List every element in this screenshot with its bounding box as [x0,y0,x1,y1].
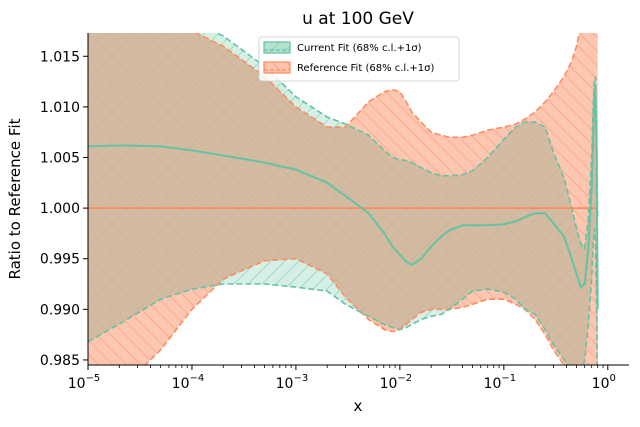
current-central-line [88,86,599,310]
y-axis-label: Ratio to Reference Fit [6,118,24,279]
chart-title: u at 100 GeV [302,9,414,29]
legend: Current Fit (68% c.l.+1σ) Reference Fit … [258,36,460,82]
legend-item-current: Current Fit (68% c.l.+1σ) [263,41,422,54]
reference-upper-line [194,33,581,139]
current-upper-line [215,33,599,251]
x-tick-label: 10−4 [172,373,205,392]
y-axis-ticks: 0.985 0.990 0.995 1.000 1.005 1.010 1.015 [40,49,88,369]
y-tick-label: 1.015 [40,49,80,65]
plot-area [88,33,599,365]
x-tick-label: 100 [592,373,616,392]
x-tick-label: 10−3 [276,373,309,392]
x-tick-label: 10−5 [68,373,101,392]
legend-label-current: Current Fit (68% c.l.+1σ) [297,43,422,54]
x-tick-label: 10−1 [484,373,517,392]
y-tick-label: 0.995 [40,252,80,268]
x-axis-label: x [354,397,363,415]
x-tick-label: 10−2 [380,373,413,392]
legend-frame [258,36,460,82]
y-tick-label: 0.990 [40,302,80,318]
y-tick-label: 1.010 [40,100,80,116]
current-lower-line [88,228,599,365]
legend-item-reference: Reference Fit (68% c.l.+1σ) [263,61,434,74]
y-tick-label: 1.000 [40,201,80,217]
x-axis-ticks: 10−5 10−4 10−3 10−2 10−1 100 [68,365,616,392]
y-tick-label: 0.985 [40,353,80,369]
y-tick-label: 1.005 [40,151,80,167]
reference-lower-line [144,257,565,365]
legend-label-reference: Reference Fit (68% c.l.+1σ) [297,63,434,74]
